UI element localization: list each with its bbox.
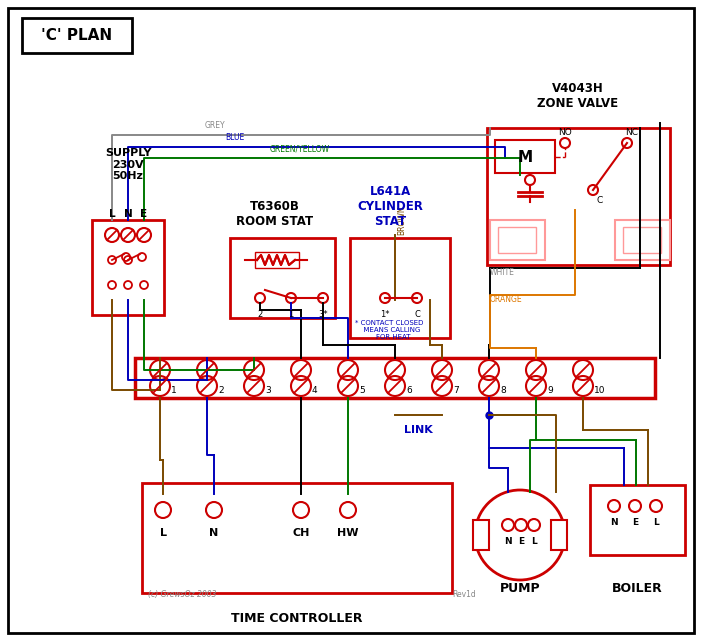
Text: 4: 4 xyxy=(312,385,317,394)
Text: 5: 5 xyxy=(359,385,365,394)
Text: L: L xyxy=(109,209,115,219)
FancyBboxPatch shape xyxy=(473,520,489,550)
FancyBboxPatch shape xyxy=(255,252,299,268)
Text: WHITE: WHITE xyxy=(490,268,515,277)
Text: T6360B
ROOM STAT: T6360B ROOM STAT xyxy=(237,200,314,228)
FancyBboxPatch shape xyxy=(490,220,545,260)
Text: BLUE: BLUE xyxy=(225,133,244,142)
Text: N: N xyxy=(209,528,218,538)
Text: L: L xyxy=(159,528,166,538)
Text: 2: 2 xyxy=(258,310,263,319)
Text: PUMP: PUMP xyxy=(500,582,541,595)
FancyBboxPatch shape xyxy=(495,140,555,173)
Text: ORANGE: ORANGE xyxy=(490,295,522,304)
Text: NO: NO xyxy=(558,128,572,137)
Text: 6: 6 xyxy=(406,385,412,394)
FancyBboxPatch shape xyxy=(22,18,132,53)
FancyBboxPatch shape xyxy=(92,220,164,315)
Text: C: C xyxy=(414,310,420,319)
Text: 7: 7 xyxy=(453,385,458,394)
Text: 3*: 3* xyxy=(318,310,328,319)
FancyBboxPatch shape xyxy=(8,8,694,633)
Text: E: E xyxy=(140,209,147,219)
Text: 3: 3 xyxy=(265,385,271,394)
Text: N: N xyxy=(124,209,133,219)
Text: N: N xyxy=(504,537,512,546)
Text: Rev1d: Rev1d xyxy=(452,590,476,599)
Text: TIME CONTROLLER: TIME CONTROLLER xyxy=(231,612,363,624)
FancyBboxPatch shape xyxy=(590,485,685,555)
Text: V4043H
ZONE VALVE: V4043H ZONE VALVE xyxy=(538,82,618,110)
Text: GREY: GREY xyxy=(205,121,225,130)
FancyBboxPatch shape xyxy=(498,227,536,253)
Text: L641A
CYLINDER
STAT: L641A CYLINDER STAT xyxy=(357,185,423,228)
Text: N: N xyxy=(610,518,618,527)
Text: HW: HW xyxy=(337,528,359,538)
FancyBboxPatch shape xyxy=(142,483,452,593)
FancyBboxPatch shape xyxy=(551,520,567,550)
Text: GREEN/YELLOW: GREEN/YELLOW xyxy=(270,144,330,153)
FancyBboxPatch shape xyxy=(350,238,450,338)
Text: BOILER: BOILER xyxy=(611,582,663,595)
Text: 'C' PLAN: 'C' PLAN xyxy=(41,28,112,42)
Text: 8: 8 xyxy=(500,385,505,394)
Text: E: E xyxy=(518,537,524,546)
Text: 2: 2 xyxy=(218,385,224,394)
FancyBboxPatch shape xyxy=(615,220,670,260)
Text: * CONTACT CLOSED
  MEANS CALLING
    FOR HEAT: * CONTACT CLOSED MEANS CALLING FOR HEAT xyxy=(355,320,423,340)
Text: BROWN: BROWN xyxy=(397,205,406,235)
FancyBboxPatch shape xyxy=(135,358,655,398)
Text: 10: 10 xyxy=(594,385,606,394)
Text: CH: CH xyxy=(292,528,310,538)
Text: 9: 9 xyxy=(547,385,552,394)
Text: SUPPLY
230V
50Hz: SUPPLY 230V 50Hz xyxy=(105,148,151,181)
Text: 1: 1 xyxy=(171,385,177,394)
FancyBboxPatch shape xyxy=(487,128,670,265)
Text: 1*: 1* xyxy=(380,310,390,319)
Text: NC: NC xyxy=(625,128,638,137)
FancyBboxPatch shape xyxy=(230,238,335,318)
Text: E: E xyxy=(632,518,638,527)
Text: M: M xyxy=(517,149,533,165)
Text: C: C xyxy=(597,196,603,204)
Text: 1: 1 xyxy=(289,310,293,319)
FancyBboxPatch shape xyxy=(623,227,661,253)
Text: L: L xyxy=(653,518,659,527)
Text: LINK: LINK xyxy=(404,425,432,435)
Text: (c) GrewsOz 2003: (c) GrewsOz 2003 xyxy=(148,590,216,599)
Text: L: L xyxy=(531,537,537,546)
